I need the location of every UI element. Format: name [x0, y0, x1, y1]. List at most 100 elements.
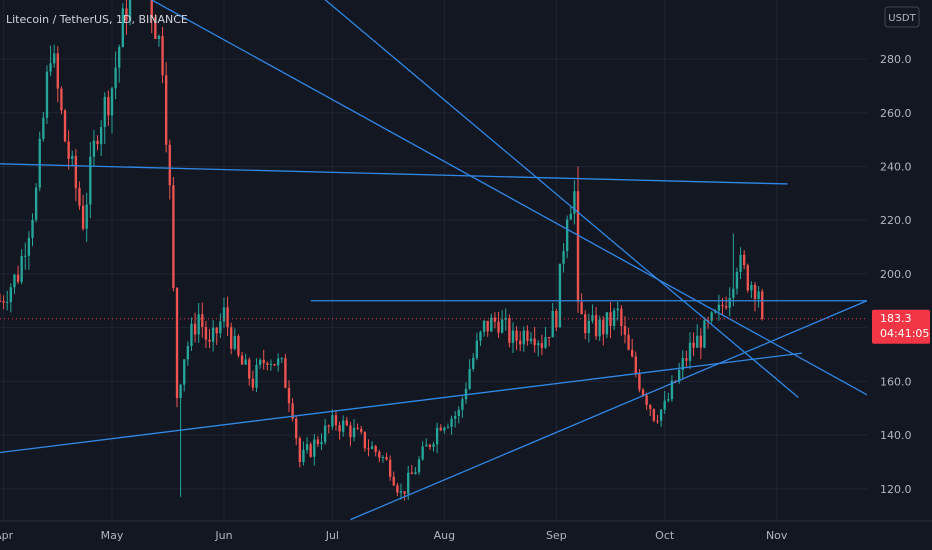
candle	[457, 406, 460, 424]
candle	[96, 135, 99, 151]
candle-body	[99, 127, 103, 145]
candle-body	[244, 359, 247, 365]
candle-body	[537, 343, 540, 346]
candle	[388, 455, 392, 481]
candle-body	[219, 321, 222, 334]
candle-body	[573, 191, 576, 214]
candle-body	[121, 8, 124, 47]
trendline[interactable]	[0, 352, 803, 454]
candle-body	[280, 358, 283, 360]
candle	[219, 313, 222, 339]
candle-body	[594, 315, 598, 337]
candle-body	[410, 472, 413, 475]
candle-body	[732, 288, 735, 298]
candle-body	[78, 188, 81, 206]
candle	[659, 408, 663, 427]
candle	[461, 396, 464, 418]
trendline[interactable]	[137, 0, 868, 396]
candle-body	[60, 88, 63, 111]
candle-body	[186, 345, 190, 360]
candle	[291, 397, 294, 422]
candle	[67, 130, 70, 170]
candle	[309, 442, 312, 458]
candle	[305, 436, 309, 454]
candle	[432, 441, 435, 452]
candle	[743, 250, 746, 270]
candle-body	[526, 330, 529, 342]
candle	[454, 410, 457, 428]
candle-body	[161, 35, 164, 76]
candle-body	[295, 418, 298, 439]
candle	[540, 334, 544, 356]
price-tick-label: 160.0	[880, 375, 912, 388]
candle	[85, 192, 88, 242]
candle	[24, 242, 27, 270]
candle	[497, 312, 500, 338]
currency-button-border[interactable]	[884, 6, 920, 28]
candle-body	[609, 312, 612, 326]
candle	[609, 302, 612, 338]
candle	[573, 180, 576, 225]
candle	[262, 349, 265, 370]
candle-body	[703, 320, 706, 348]
candle-body	[544, 337, 547, 348]
candle-body	[743, 254, 746, 266]
candle-body	[425, 444, 428, 447]
time-axis[interactable]	[0, 521, 932, 550]
currency-label[interactable]: USDT	[888, 13, 916, 24]
candle	[244, 353, 247, 365]
trendline[interactable]	[300, 0, 799, 398]
candle-body	[248, 359, 251, 379]
candle-body	[20, 255, 23, 282]
candle	[757, 286, 760, 308]
candle	[475, 332, 479, 361]
candle-body	[482, 320, 486, 332]
candle-body	[710, 312, 713, 321]
candle	[580, 293, 583, 315]
candle	[399, 483, 403, 500]
candle-body	[461, 399, 464, 410]
candle	[9, 283, 13, 313]
candle	[201, 302, 204, 338]
candle	[724, 296, 728, 310]
candle	[428, 443, 432, 450]
trendline[interactable]	[0, 163, 788, 185]
candle-body	[168, 144, 171, 186]
candle	[490, 313, 493, 332]
candle-body	[356, 427, 359, 429]
candle-body	[511, 330, 515, 343]
candle	[370, 441, 374, 450]
candle	[20, 249, 23, 285]
candle-body	[414, 472, 417, 475]
candle	[208, 329, 211, 349]
candle	[363, 431, 367, 452]
price-axis[interactable]	[867, 0, 932, 550]
candle-body	[750, 284, 753, 291]
candle	[118, 44, 121, 83]
trendline[interactable]	[350, 300, 868, 521]
candle	[598, 315, 601, 341]
candle	[103, 92, 106, 144]
currency-button[interactable]: USDT	[884, 6, 920, 28]
candle	[728, 287, 731, 317]
candle-body	[233, 335, 236, 349]
candle	[356, 423, 359, 430]
candle-body	[667, 399, 670, 401]
candle	[302, 441, 305, 466]
candle-body	[370, 446, 374, 449]
candle	[352, 419, 356, 442]
candle-body	[486, 320, 489, 332]
candle-body	[291, 403, 294, 419]
candle	[381, 455, 385, 463]
candle-body	[190, 323, 193, 346]
candle	[504, 308, 507, 331]
time-axis-ticks: Apr May Jun Jul Aug Sep Oct Nov	[0, 529, 788, 542]
candle-body	[533, 338, 536, 346]
candle-body	[165, 75, 168, 145]
candle-body	[656, 420, 659, 422]
candle-body	[457, 409, 460, 417]
candle-body	[114, 67, 117, 89]
trendlines[interactable]	[0, 0, 868, 521]
